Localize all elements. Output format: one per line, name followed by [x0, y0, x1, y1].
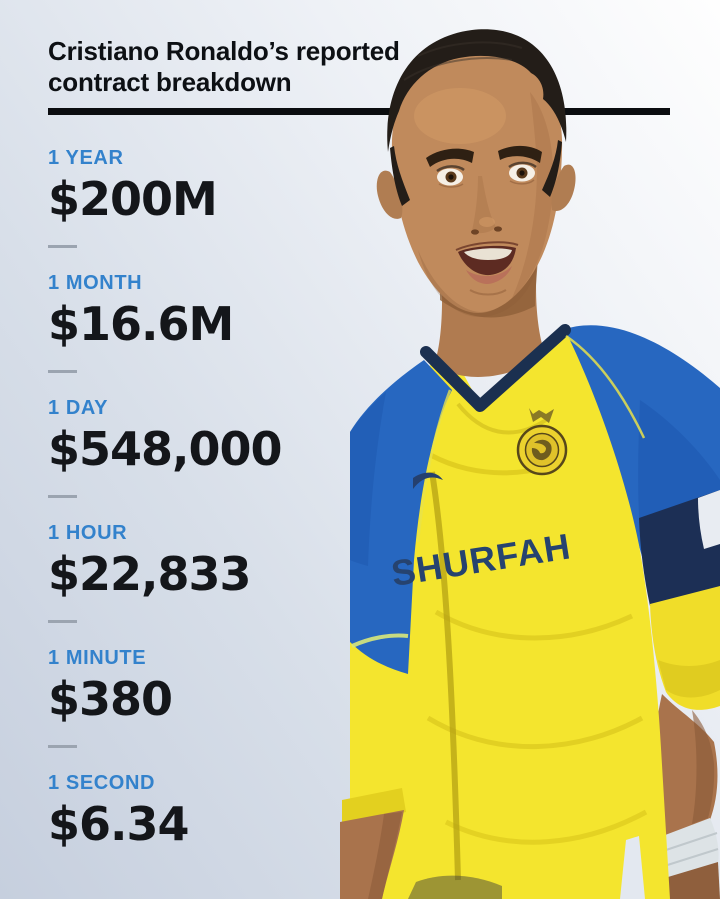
stat-label: 1 HOUR [48, 522, 128, 544]
stat-label: 1 SECOND [48, 772, 156, 794]
stat-label: 1 DAY [48, 397, 109, 419]
stat-divider [48, 370, 77, 373]
stat-divider [48, 745, 77, 748]
stat-divider [48, 495, 77, 498]
right-arm [562, 325, 720, 899]
stat-item-minute: 1 MINUTE $380 [48, 646, 378, 724]
stat-value: $380 [48, 672, 173, 726]
left-forearm [340, 788, 406, 899]
stat-item-year: 1 YEAR $200M [48, 146, 378, 224]
ronaldo-illustration: SHURFAH [340, 29, 720, 899]
head [376, 29, 576, 317]
stat-item-second: 1 SECOND $6.34 [48, 771, 378, 849]
brand-logo [413, 472, 443, 489]
header: Cristiano Ronaldo’s reported contract br… [48, 36, 400, 98]
title-underline [48, 108, 670, 115]
stat-label: 1 MONTH [48, 272, 143, 294]
club-crest [516, 408, 568, 476]
stat-label: 1 YEAR [48, 147, 124, 169]
stat-value: $548,000 [48, 422, 283, 476]
collar [420, 324, 646, 439]
stat-value: $6.34 [48, 797, 190, 851]
stat-divider [48, 245, 77, 248]
page-title-line-1: Cristiano Ronaldo’s reported [48, 36, 400, 66]
contract-breakdown-list: 1 YEAR $200M 1 MONTH $16.6M 1 DAY $548,0… [48, 146, 378, 849]
stat-label: 1 MINUTE [48, 647, 147, 669]
stat-value: $200M [48, 172, 218, 226]
stat-value: $22,833 [48, 547, 252, 601]
stat-item-hour: 1 HOUR $22,833 [48, 521, 378, 599]
stat-item-day: 1 DAY $548,000 [48, 396, 378, 474]
jersey-torso [350, 328, 670, 899]
ronaldo-photo: SHURFAH [340, 0, 720, 899]
page-title-line-2: contract breakdown [48, 67, 292, 97]
stat-item-month: 1 MONTH $16.6M [48, 271, 378, 349]
stat-value: $16.6M [48, 297, 234, 351]
left-sleeve-panel [350, 360, 452, 674]
stat-divider [48, 620, 77, 623]
